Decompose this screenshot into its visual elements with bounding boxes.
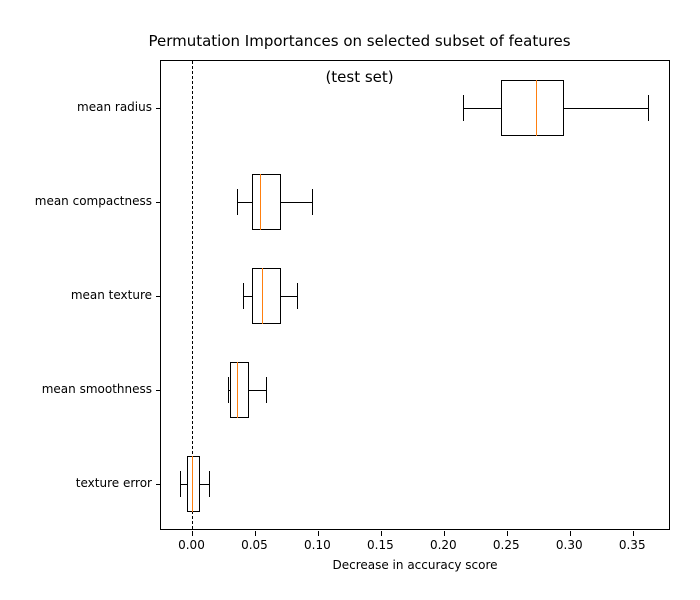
cap-low (243, 283, 244, 309)
median-line (262, 268, 263, 324)
whisker-low (180, 484, 188, 485)
x-tick-mark (444, 531, 445, 536)
x-tick-mark (255, 531, 256, 536)
whisker-low (243, 296, 252, 297)
cap-high (209, 471, 210, 497)
x-tick-mark (192, 531, 193, 536)
whisker-high (281, 296, 297, 297)
plot-area (160, 60, 670, 530)
cap-high (266, 377, 267, 403)
x-tick-label: 0.00 (178, 538, 205, 552)
x-axis-label: Decrease in accuracy score (160, 558, 670, 572)
box (187, 456, 200, 512)
x-tick-mark (633, 531, 634, 536)
x-tick-mark (570, 531, 571, 536)
whisker-high (564, 108, 648, 109)
whisker-high (249, 390, 265, 391)
y-tick-label: texture error (76, 476, 152, 490)
whisker-low (237, 202, 252, 203)
y-tick-label: mean texture (71, 288, 152, 302)
cap-low (237, 189, 238, 215)
y-tick-label: mean smoothness (42, 382, 152, 396)
box (230, 362, 249, 418)
cap-low (180, 471, 181, 497)
x-tick-label: 0.25 (493, 538, 520, 552)
y-tick-mark (156, 390, 161, 391)
x-tick-label: 0.05 (241, 538, 268, 552)
y-tick-mark (156, 484, 161, 485)
whisker-high (200, 484, 209, 485)
y-tick-label: mean compactness (35, 194, 152, 208)
x-tick-label: 0.35 (619, 538, 646, 552)
y-tick-mark (156, 202, 161, 203)
x-tick-mark (507, 531, 508, 536)
whisker-low (463, 108, 501, 109)
x-tick-label: 0.15 (367, 538, 394, 552)
y-tick-label: mean radius (77, 100, 152, 114)
box (252, 174, 281, 230)
title-line-1: Permutation Importances on selected subs… (148, 32, 570, 50)
y-tick-mark (156, 108, 161, 109)
cap-low (228, 377, 229, 403)
box (252, 268, 281, 324)
figure: Permutation Importances on selected subs… (0, 0, 700, 600)
whisker-high (281, 202, 312, 203)
median-line (192, 456, 193, 512)
cap-high (297, 283, 298, 309)
x-tick-mark (318, 531, 319, 536)
cap-high (648, 95, 649, 121)
median-line (536, 80, 537, 136)
box (501, 80, 564, 136)
median-line (260, 174, 261, 230)
x-tick-label: 0.30 (556, 538, 583, 552)
y-tick-mark (156, 296, 161, 297)
cap-low (463, 95, 464, 121)
cap-high (312, 189, 313, 215)
median-line (237, 362, 238, 418)
x-tick-mark (381, 531, 382, 536)
x-tick-label: 0.10 (304, 538, 331, 552)
x-tick-label: 0.20 (430, 538, 457, 552)
